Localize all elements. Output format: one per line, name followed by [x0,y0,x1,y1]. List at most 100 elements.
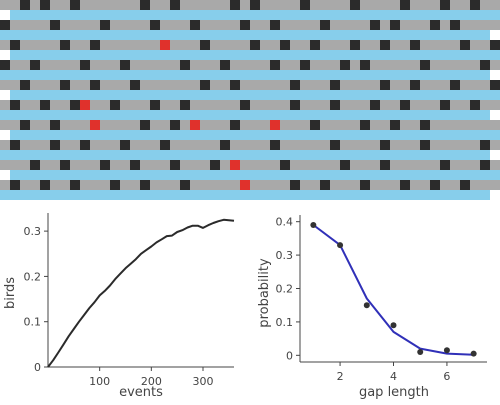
lane [0,30,490,40]
car [400,100,410,110]
car [50,120,60,130]
lane [0,190,490,200]
x-tick-label: 300 [193,375,214,388]
car [120,60,130,70]
road-row [0,60,500,70]
car [170,160,180,170]
car [150,20,160,30]
x-axis-label: gap length [359,385,429,400]
car [440,100,450,110]
car [190,20,200,30]
car [90,40,100,50]
car [420,140,430,150]
car [220,60,230,70]
car [30,160,40,170]
car [70,0,80,10]
car [150,100,160,110]
traffic-board [0,0,500,200]
car [480,60,490,70]
car [380,40,390,50]
y-tick-label: 0 [34,361,41,374]
lane [0,150,490,160]
lane [10,10,500,20]
car [250,40,260,50]
car [200,40,210,50]
car [10,40,20,50]
car [430,180,440,190]
car [30,60,40,70]
road-row [0,140,500,150]
car [400,0,410,10]
car [330,80,340,90]
car [490,80,500,90]
car [270,140,280,150]
probability-vs-gap-chart: gap length probability 2 4 6 0 0.1 0.2 0.3 0.4 [257,215,487,400]
y-tick-label: 0.2 [276,283,294,296]
car [340,60,350,70]
car [240,20,250,30]
car [450,20,460,30]
car [280,40,290,50]
car [300,60,310,70]
car [160,140,170,150]
car [120,140,130,150]
car [240,100,250,110]
hit-car [90,120,100,130]
car [290,180,300,190]
car [370,20,380,30]
car [10,180,20,190]
car [100,20,110,30]
car [140,0,150,10]
y-tick-label: 0.3 [24,225,42,238]
car [350,0,360,10]
x-tick-label: 2 [337,370,344,383]
x-tick-label: 6 [443,370,450,383]
car [380,80,390,90]
car [480,160,490,170]
car [270,20,280,30]
y-tick-label: 0 [286,349,293,362]
car [0,60,10,70]
car [20,120,30,130]
car [380,140,390,150]
car [360,180,370,190]
car [400,180,410,190]
data-point [363,302,370,309]
car [170,0,180,10]
car [330,140,340,150]
car [250,0,260,10]
car [290,100,300,110]
hit-car [80,100,90,110]
road-row [0,80,500,90]
car [320,20,330,30]
car [410,40,420,50]
car [480,140,490,150]
y-tick-label: 0.3 [276,249,294,262]
car [390,20,400,30]
car [420,120,430,130]
car [210,160,220,170]
car [380,160,390,170]
car [180,100,190,110]
data-point [417,348,424,355]
data-point [470,350,477,357]
car [340,160,350,170]
road-row [0,120,500,130]
car [450,80,460,90]
x-axis-label: events [119,385,163,400]
car [60,160,70,170]
series-line [47,218,235,368]
car [320,180,330,190]
hit-car [190,120,200,130]
car [0,20,10,30]
hit-car [270,120,280,130]
car [460,40,470,50]
y-tick-label: 0.2 [24,270,42,283]
y-tick-label: 0.1 [276,316,294,329]
car [20,0,30,10]
car [10,100,20,110]
car [290,80,300,90]
car [140,120,150,130]
y-tick-label: 0.1 [24,316,42,329]
lane [10,170,500,180]
